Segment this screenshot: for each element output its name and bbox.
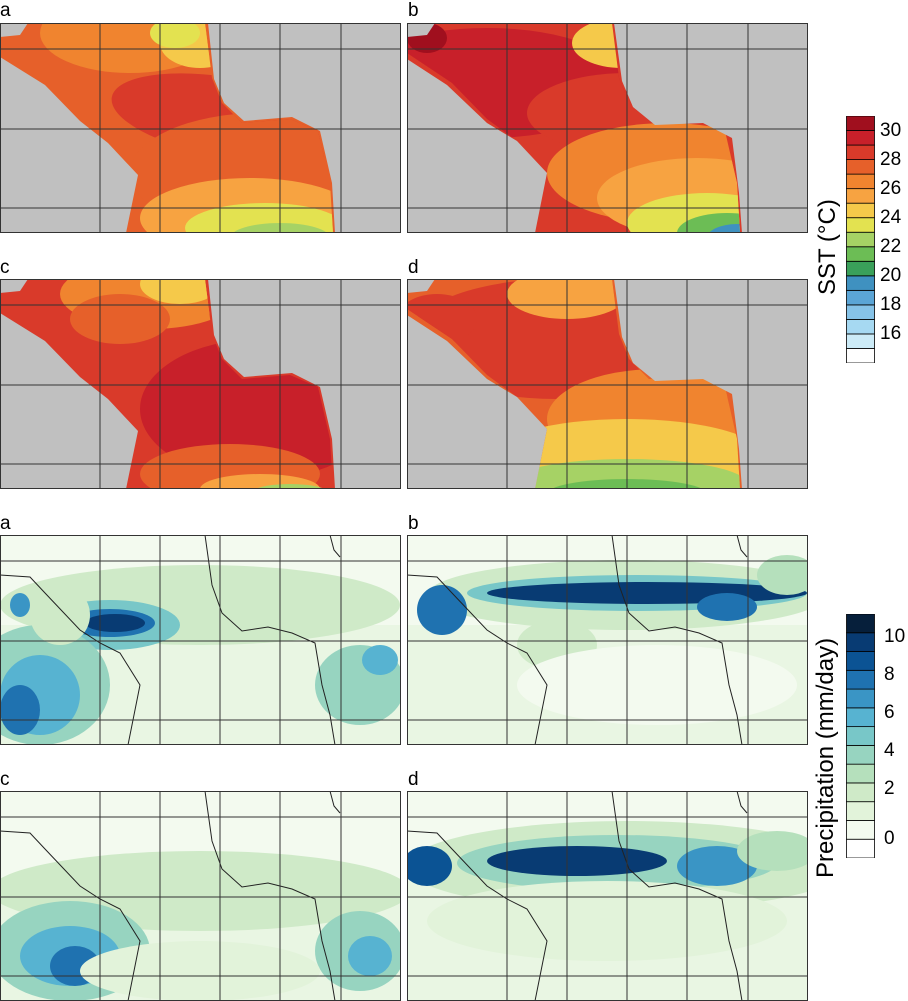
colorbar-swatches bbox=[846, 613, 875, 859]
precip-panel-d-label: d bbox=[408, 769, 419, 790]
sst-tick-26: 26 bbox=[880, 178, 902, 199]
sst-map-panel-b bbox=[407, 23, 808, 233]
precipitation-field bbox=[0, 535, 401, 745]
sst-tick-28: 28 bbox=[880, 149, 902, 170]
sst-tick-20: 20 bbox=[880, 265, 902, 286]
precip-tick-6: 6 bbox=[884, 702, 895, 723]
precipitation-field bbox=[407, 535, 808, 745]
precip-tick-10: 10 bbox=[884, 626, 906, 647]
precip-tick-2: 2 bbox=[884, 778, 895, 799]
precipitation-colorbar bbox=[846, 613, 875, 859]
precip-map-panel-a bbox=[0, 535, 401, 745]
sst-tick-30: 30 bbox=[880, 120, 902, 141]
precip-map-panel-c bbox=[0, 791, 401, 1001]
sst-panel-b-label: b bbox=[408, 0, 419, 21]
precip-map-panel-d bbox=[407, 791, 808, 1001]
sst-panel-d-label: d bbox=[408, 257, 419, 278]
precip-panel-b-label: b bbox=[408, 513, 419, 534]
sst-tick-22: 22 bbox=[880, 236, 902, 257]
sst-panel-c-label: c bbox=[0, 257, 10, 278]
sst-field bbox=[407, 23, 808, 233]
precip-tick-4: 4 bbox=[884, 740, 895, 761]
sst-map-panel-c bbox=[0, 279, 401, 489]
sst-tick-18: 18 bbox=[880, 294, 902, 315]
precipitation-field bbox=[407, 791, 808, 1001]
sst-map-panel-d bbox=[407, 279, 808, 489]
precip-tick-8: 8 bbox=[884, 664, 895, 685]
precip-panel-c-label: c bbox=[0, 769, 10, 790]
precipitation-field bbox=[0, 791, 401, 1001]
sst-colorbar-title: SST (°C) bbox=[814, 199, 841, 295]
sst-tick-16: 16 bbox=[880, 323, 902, 344]
sst-field bbox=[0, 279, 401, 489]
precip-map-panel-b bbox=[407, 535, 808, 745]
precip-tick-0: 0 bbox=[884, 828, 895, 849]
colorbar-swatches bbox=[846, 115, 875, 364]
sst-panel-a-label: a bbox=[0, 0, 11, 21]
sst-colorbar bbox=[846, 115, 875, 364]
precip-panel-a-label: a bbox=[0, 513, 11, 534]
sst-field bbox=[0, 23, 401, 233]
sst-map-panel-a bbox=[0, 23, 401, 233]
precipitation-colorbar-title: Precipitation (mm/day) bbox=[812, 637, 839, 878]
sst-field bbox=[407, 279, 808, 489]
sst-tick-24: 24 bbox=[880, 207, 902, 228]
